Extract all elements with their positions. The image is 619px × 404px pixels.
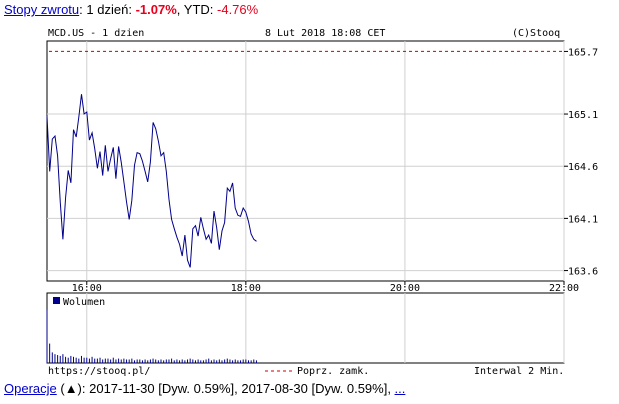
period-label: 1 dzień:	[86, 2, 132, 17]
returns-line: Stopy zwrotu: 1 dzień: -1.07%, YTD: -4.7…	[4, 2, 258, 17]
chart-copyright: (C)Stooq	[512, 28, 560, 39]
chart-datetime: 8 Lut 2018 18:08 CET	[265, 28, 385, 39]
operations-more-link[interactable]: ...	[394, 381, 406, 396]
returns-link[interactable]: Stopy zwrotu	[4, 2, 80, 17]
price-grid	[47, 41, 565, 281]
x-tick-label: 22:00	[549, 283, 579, 294]
y-tick-label: 164.6	[568, 162, 598, 173]
x-axis: 16:00 18:00 20:00 22:00	[72, 281, 579, 294]
price-series	[46, 94, 257, 268]
chart-symbol: MCD.US - 1 dzien	[48, 28, 144, 39]
volume-legend: Wolumen	[63, 297, 105, 308]
prev-close-legend: Poprz. zamk.	[297, 366, 369, 377]
volume-grid	[86, 293, 565, 363]
y-axis: 165.7 165.1 164.6 164.1 163.6	[564, 47, 598, 278]
chart-source: https://stooq.pl/	[48, 366, 150, 377]
chart-interval: Interwal 2 Min.	[474, 366, 564, 377]
volume-bars	[46, 310, 257, 363]
x-tick-label: 16:00	[72, 283, 102, 294]
returns-colon: :	[79, 2, 83, 17]
x-tick-label: 20:00	[390, 283, 420, 294]
ytd-value: -4.76%	[217, 2, 259, 17]
period-value: -1.07%	[135, 2, 177, 17]
y-tick-label: 164.1	[568, 214, 598, 225]
operations-text: (▲): 2017-11-30 [Dyw. 0.59%], 2017-08-30…	[56, 381, 395, 396]
volume-panel	[46, 292, 565, 364]
x-tick-label: 18:00	[231, 283, 261, 294]
y-tick-label: 165.7	[568, 47, 598, 58]
operations-line: Operacje (▲): 2017-11-30 [Dyw. 0.59%], 2…	[4, 381, 405, 396]
y-tick-label: 165.1	[568, 110, 598, 121]
volume-legend-swatch	[53, 297, 60, 304]
operations-link[interactable]: Operacje	[4, 381, 57, 396]
price-line	[46, 94, 257, 268]
y-tick-label: 163.6	[568, 267, 598, 278]
ytd-label: , YTD:	[176, 2, 214, 17]
price-panel	[46, 40, 565, 282]
